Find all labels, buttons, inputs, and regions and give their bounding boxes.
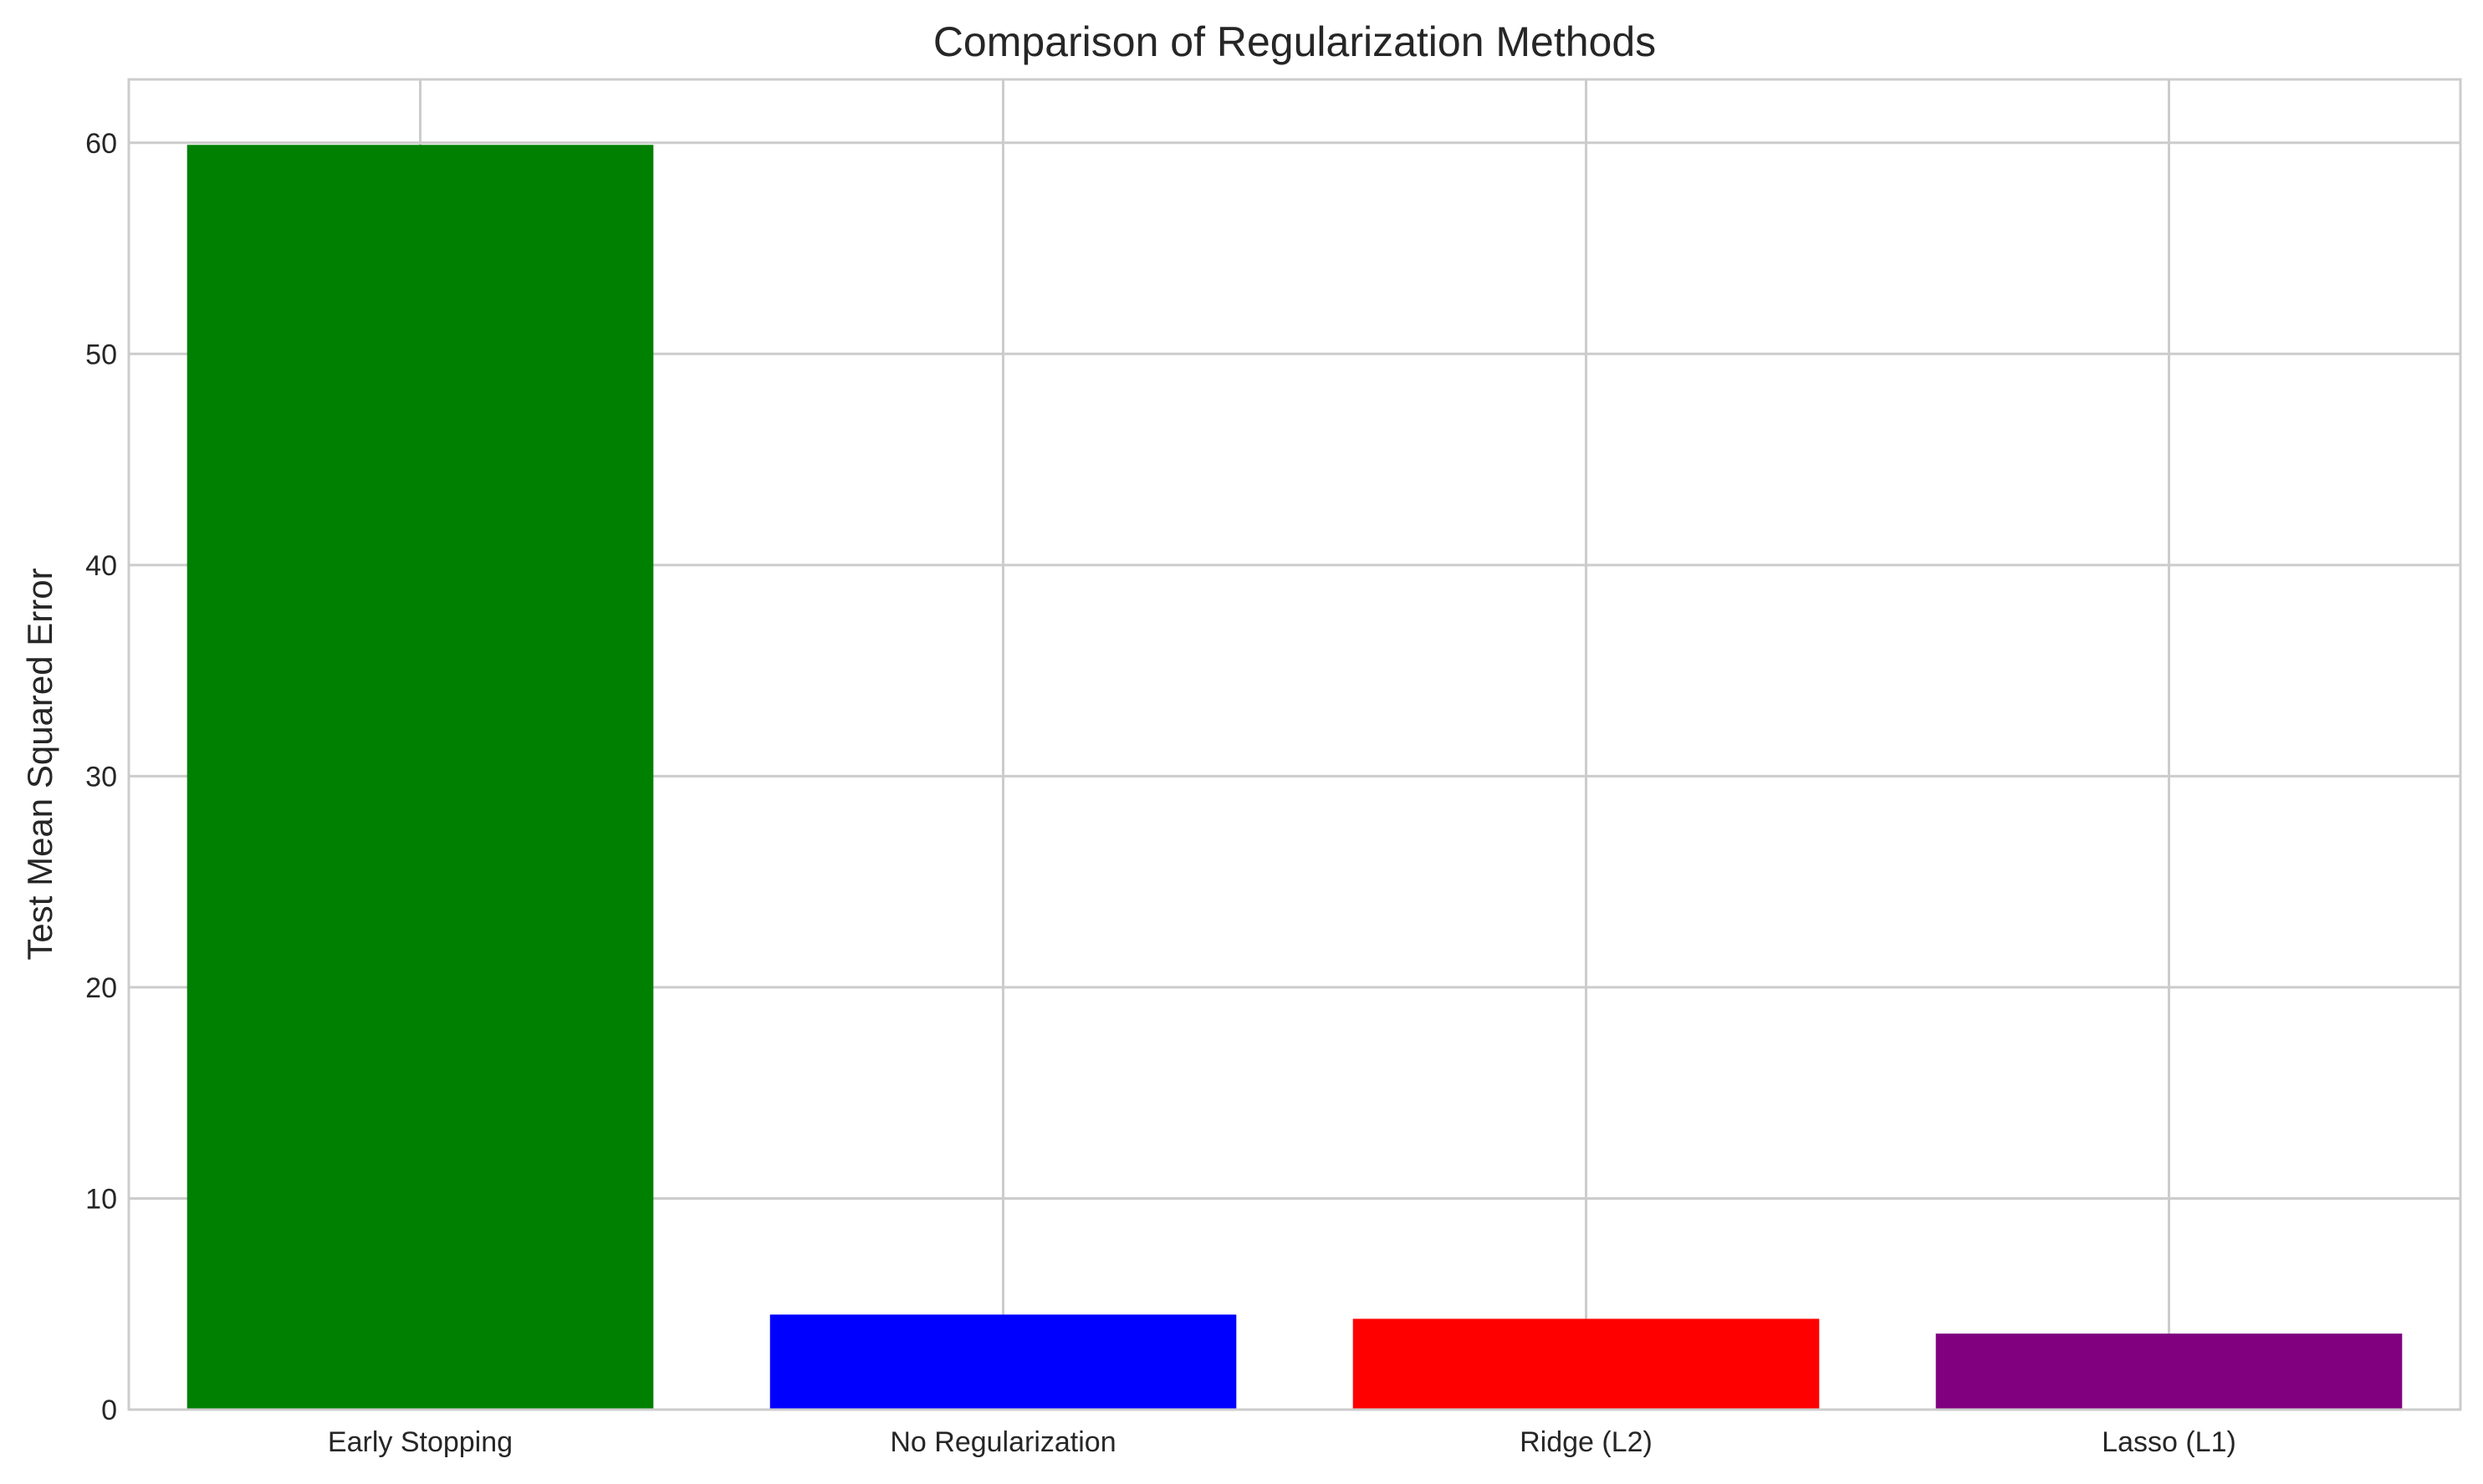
y-tick-label: 40 — [85, 550, 117, 582]
y-tick-label: 0 — [101, 1395, 117, 1426]
bar-lasso-l1 — [1935, 1334, 2403, 1410]
y-tick-label: 20 — [85, 972, 117, 1004]
bar-ridge-l2 — [1352, 1318, 1820, 1410]
bars — [186, 145, 2403, 1410]
bar-early-stopping — [186, 145, 654, 1410]
y-tick-label: 60 — [85, 128, 117, 160]
x-tick-label: Early Stopping — [328, 1426, 513, 1458]
y-tick-label: 30 — [85, 761, 117, 793]
x-tick-label: No Regularization — [890, 1426, 1116, 1458]
x-tick-labels: Early Stopping No Regularization Ridge (L2… — [328, 1426, 2236, 1458]
chart-title: Comparison of Regularization Methods — [933, 18, 1656, 65]
bar-no-regularization — [769, 1314, 1237, 1410]
y-tick-label: 10 — [85, 1183, 117, 1215]
y-tick-label: 50 — [85, 339, 117, 370]
plot-frame — [127, 78, 2462, 1411]
x-tick-label: Ridge (L2) — [1520, 1426, 1653, 1458]
x-tick-label: Lasso (L1) — [2102, 1426, 2236, 1458]
y-axis-label: Test Mean Squared Error — [20, 568, 59, 960]
y-tick-labels: 0 10 20 30 40 50 60 — [85, 128, 117, 1426]
